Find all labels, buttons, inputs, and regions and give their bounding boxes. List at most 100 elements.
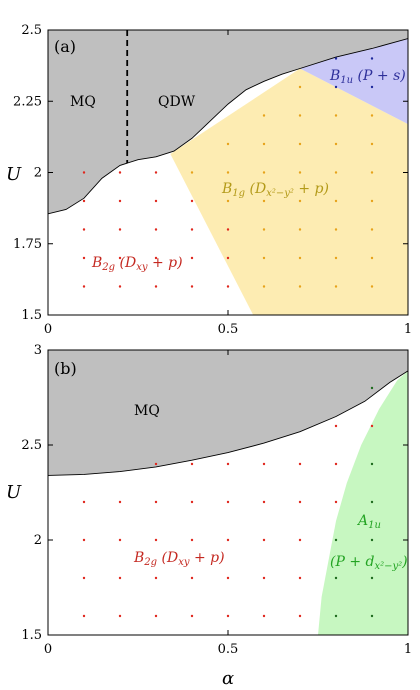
b2g-point xyxy=(262,538,266,542)
b2g-point xyxy=(82,538,86,542)
b2g-point xyxy=(82,576,86,580)
b1g-point xyxy=(334,199,338,203)
y-tick-label: 1.5 xyxy=(21,308,42,323)
b1u-main: B xyxy=(329,68,340,84)
b1u-point xyxy=(334,57,338,60)
b2g-a-main: B xyxy=(91,255,102,271)
a1u-label: A1u xyxy=(356,513,381,531)
b1g-sub2: x²−y² xyxy=(266,188,294,199)
b1u-point xyxy=(370,57,374,60)
mq-label-a: MQ xyxy=(70,94,96,110)
a1u2-rest1: (P + d xyxy=(330,554,375,570)
b2g-point xyxy=(154,538,158,542)
b1g-point xyxy=(226,199,230,203)
b1g-point xyxy=(370,228,374,231)
b2g-point xyxy=(226,285,230,288)
b2g-a-rest2: + p) xyxy=(148,255,183,271)
b1g-point xyxy=(370,142,374,146)
panel-a-label: (a) xyxy=(54,37,76,56)
b1g-point xyxy=(334,285,338,288)
x-tick-label: 1 xyxy=(404,322,412,337)
y-tick-label: 3 xyxy=(34,343,42,358)
qdw-label: QDW xyxy=(158,94,196,110)
a1u-point xyxy=(370,614,374,618)
b2g-point xyxy=(262,614,266,618)
b2g-point xyxy=(226,614,230,618)
b1g-point xyxy=(298,256,302,260)
a1u-point xyxy=(370,538,374,542)
a1u2-rest2: ) xyxy=(401,554,407,570)
b1g-point xyxy=(298,171,302,174)
panel-b: 0 0.5 1 1.5 2 2.5 3 (b) U α MQ A1u (P + dx²−y²… xyxy=(6,343,412,689)
y-tick-label: 1.5 xyxy=(21,628,42,643)
x-tick-label: 1 xyxy=(404,642,412,657)
b2g-point xyxy=(118,538,122,542)
b1g-point xyxy=(334,256,338,260)
y-tick-label: 1.75 xyxy=(13,237,42,252)
b2g-point xyxy=(226,500,230,504)
a1u-point xyxy=(370,462,374,466)
y-tick-label: 2 xyxy=(34,166,42,181)
x-tick-label: 0.5 xyxy=(218,322,239,337)
b1g-point xyxy=(370,171,374,174)
b2g-point xyxy=(190,538,194,542)
b1g-point xyxy=(298,199,302,203)
b2g-point xyxy=(82,256,86,260)
b1g-point xyxy=(370,256,374,260)
b1g-main: B xyxy=(221,181,232,197)
a1u-sub: 1u xyxy=(368,520,381,531)
mq-label-b: MQ xyxy=(134,403,160,419)
b1g-point xyxy=(226,171,230,174)
b2g-point xyxy=(298,462,302,466)
b2g-point xyxy=(190,285,194,288)
b2g-point xyxy=(154,199,158,203)
b2g-a-sub: 2g xyxy=(101,262,115,273)
b2g-point xyxy=(190,576,194,580)
b2g-point xyxy=(298,538,302,542)
b1g-point xyxy=(262,171,266,174)
b2g-point xyxy=(118,576,122,580)
a1u-point xyxy=(370,576,374,580)
b1g-point xyxy=(298,228,302,231)
x-tick-label: 0 xyxy=(44,322,52,337)
mq-region-b xyxy=(48,350,408,476)
b2g-point xyxy=(262,500,266,504)
b1g-point xyxy=(334,114,338,117)
b1u-region xyxy=(300,38,408,125)
mq-region-a xyxy=(48,30,408,214)
panel-b-label: (b) xyxy=(54,359,77,378)
panel-a-ylabel: U xyxy=(6,164,22,185)
a1u-main: A xyxy=(356,513,368,529)
a1u2-sub2: x²−y² xyxy=(374,561,402,572)
b1u-point xyxy=(370,85,374,89)
a1u-point xyxy=(334,614,338,618)
b2g-b-rest2: + p) xyxy=(190,550,225,566)
phase-boundary-b xyxy=(48,370,408,476)
b2g-point xyxy=(298,614,302,618)
b2g-point xyxy=(154,462,158,466)
b2g-point xyxy=(370,424,374,428)
b1g-point xyxy=(262,199,266,203)
b1g-region xyxy=(170,68,408,315)
x-tick-label: 0 xyxy=(44,642,52,657)
b1g-point xyxy=(262,228,266,231)
y-tick-label: 2.25 xyxy=(13,94,42,109)
b1u-rest: (P + s) xyxy=(353,68,406,84)
b2g-point xyxy=(190,256,194,260)
b2g-point xyxy=(154,285,158,288)
b2g-point xyxy=(154,576,158,580)
b1g-point xyxy=(334,171,338,174)
b2g-a-rest1: (D xyxy=(115,255,136,271)
b2g-point xyxy=(262,462,266,466)
b2g-point xyxy=(334,462,338,466)
b2g-point xyxy=(190,500,194,504)
b1g-rest1: (D xyxy=(245,181,266,197)
b2g-b-sub2: xy xyxy=(178,557,190,568)
b2g-point xyxy=(334,424,338,428)
b1g-point xyxy=(298,285,302,288)
b2g-label-b: B2g (Dxy + p) xyxy=(133,550,225,568)
phase-boundary-a xyxy=(48,38,408,215)
a1u-region xyxy=(318,370,408,635)
